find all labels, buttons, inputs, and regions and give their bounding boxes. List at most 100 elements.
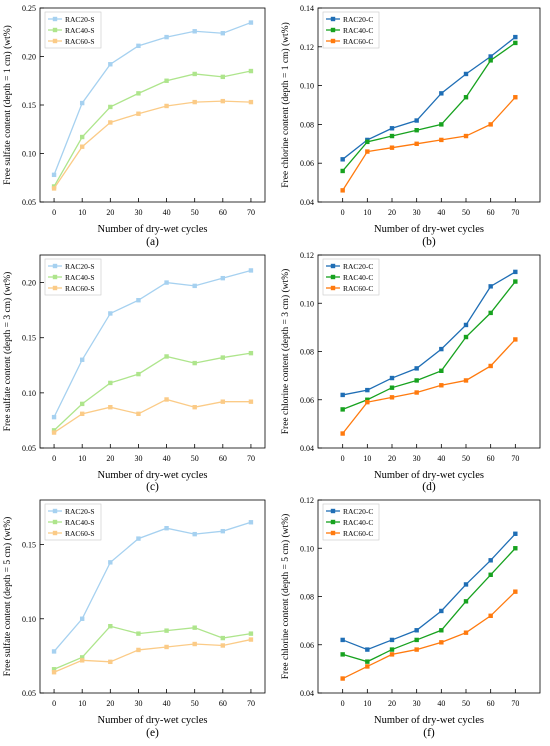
data-point [365,664,370,669]
data-point [365,659,370,664]
series-line [53,100,251,189]
x-tick-label: 20 [388,208,396,217]
y-tick-label: 0.14 [300,4,314,13]
data-point [414,128,419,133]
data-point [513,531,518,536]
y-tick-label: 0.12 [300,496,314,505]
x-tick-label: 30 [134,454,142,463]
data-point [108,62,113,67]
y-tick-label: 0.08 [300,120,314,129]
legend-label: RAC40-S [65,273,95,282]
data-point [220,31,226,36]
data-point [51,670,57,675]
y-tick-label: 0.15 [22,334,36,343]
plot-frame [39,499,266,694]
x-tick-label: 20 [106,699,114,708]
y-tick-label: 0.08 [300,593,314,602]
data-point [51,649,57,654]
series-line [53,269,252,418]
data-point [164,103,169,109]
data-point [192,531,197,537]
data-point [164,354,169,359]
data-point [248,20,254,25]
data-point [513,269,518,275]
x-tick-label: 50 [462,699,470,708]
data-point [439,346,444,352]
data-point [79,134,85,140]
legend-marker [52,263,58,269]
x-tick-label: 50 [191,454,199,463]
data-point [414,647,419,652]
legend-marker [52,285,58,291]
x-tick-label: 10 [363,454,371,463]
x-axis-title: Number of dry-wet cycles [374,715,484,726]
x-tick-label: 70 [511,208,519,217]
x-tick-label: 0 [341,699,345,708]
data-point [79,357,85,362]
data-point [220,528,226,534]
data-point [136,631,141,636]
data-point [108,380,113,386]
x-tick-label: 10 [78,454,86,463]
y-axis-title: Free sulfate content (depth = 5 cm) (wt%… [2,517,13,677]
data-point [488,284,493,289]
data-point [79,655,85,660]
legend-label: RAC20-C [343,15,373,24]
legend-label: RAC40-C [343,518,373,527]
x-axis-title: Number of dry-wet cycles [98,224,208,235]
data-point [51,428,57,433]
data-point [248,99,254,105]
data-point [248,520,254,525]
data-point [136,371,141,377]
chart-panel-6: 0 10 20 30 40 50 60 70 0.04 0.06 0.08 0.10 0.12 Numbe… [280,496,541,739]
x-tick-label: 20 [106,208,114,217]
x-tick-label: 0 [52,208,56,217]
y-axis-title: Free chlorine content (depth = 3 cm) (wt… [280,269,291,434]
data-point [439,368,444,373]
data-point [439,383,444,388]
legend-marker [330,38,336,44]
y-tick-label: 0.06 [300,641,314,650]
x-axis-title: Number of dry-wet cycles [98,470,208,481]
legend: RAC20-C RAC40-C RAC60-C [322,11,380,49]
series-line [342,271,516,396]
legend: RAC20-C RAC40-C RAC60-C [322,258,380,296]
data-point [164,78,169,83]
x-tick-label: 10 [363,208,371,217]
legend-label: RAC60-S [65,37,95,46]
data-point [192,641,197,647]
chart-panel-2: 0 10 20 30 40 50 60 70 0.04 0.06 0.08 0.10 0.12 0.14 N… [280,4,541,248]
data-point [389,133,395,139]
series-rac40-c [340,546,518,664]
data-point [414,118,419,123]
y-tick-label: 0.05 [22,689,36,698]
data-point [340,168,345,174]
y-tick-label: 0.10 [22,389,36,398]
data-point [248,350,254,356]
x-tick-label: 0 [52,454,56,463]
data-point [365,149,370,154]
data-point [488,572,493,577]
y-tick-label: 0.05 [22,198,36,207]
legend-label: RAC40-S [65,26,95,35]
series-line [53,638,252,673]
data-point [51,186,57,191]
data-point [51,172,57,178]
y-tick-label: 0.10 [300,82,314,91]
legend-label: RAC40-C [343,26,373,35]
data-point [192,99,197,105]
x-tick-label: 10 [78,699,86,708]
legend-label: RAC20-S [65,507,95,516]
series-rac40-s [51,68,254,189]
x-tick-label: 20 [388,454,396,463]
y-tick-label: 0.15 [22,101,36,110]
legend-marker [330,530,336,536]
legend-label: RAC20-C [343,507,373,516]
legend-label: RAC40-C [343,273,373,282]
data-point [248,268,254,273]
x-tick-label: 10 [363,699,371,708]
data-point [414,637,419,643]
data-point [365,387,370,393]
series-rac60-c [340,589,518,681]
